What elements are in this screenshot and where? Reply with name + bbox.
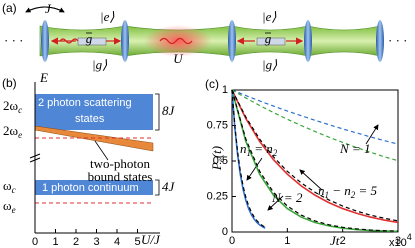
text-part: 2ω xyxy=(3,98,19,113)
band-label: states xyxy=(75,113,105,125)
x-tick-label: 3 xyxy=(395,235,401,247)
subscript: c xyxy=(12,185,16,195)
x-tick-label: 4 xyxy=(114,236,120,248)
coupling: g xyxy=(265,31,272,46)
label: n1 − n2 = 5 xyxy=(318,183,378,200)
ground-state: |g⟩ xyxy=(262,57,277,72)
subscript: e xyxy=(12,205,16,215)
series-line xyxy=(231,89,399,222)
text-part: n xyxy=(318,183,325,198)
text-part: n xyxy=(240,141,247,156)
excited-state: |e⟩ xyxy=(100,9,114,24)
axis-label: U/J xyxy=(141,232,161,247)
x-tick-label: 5 xyxy=(134,236,140,248)
x-tick-label: 0 xyxy=(229,235,235,247)
plot-frame xyxy=(231,89,399,233)
label: n1 = n2 xyxy=(240,141,278,158)
subscript: 2 xyxy=(273,148,278,158)
text-part: P xyxy=(209,162,224,171)
bound-label: two-photon xyxy=(90,156,150,171)
band-width: 4J xyxy=(162,179,176,194)
hopping-label: J xyxy=(45,1,52,16)
text-part: x10 xyxy=(389,237,407,248)
text-part: ω xyxy=(3,198,12,213)
ellipsis: · · · xyxy=(388,33,408,48)
subscript: e xyxy=(18,130,22,140)
x-tick-label: 3 xyxy=(93,236,99,248)
y-tick-label: 0.75 xyxy=(207,119,228,131)
level-label: ωe xyxy=(3,198,16,215)
label: x104 xyxy=(389,232,412,248)
subscript: c xyxy=(18,105,22,115)
x-tick-label: 2 xyxy=(73,236,79,248)
coupling: g xyxy=(86,31,93,46)
label: N = 1 xyxy=(339,141,370,156)
series-line xyxy=(231,89,399,224)
text-part: (t) xyxy=(209,146,224,158)
level-label: 2ωc xyxy=(3,98,22,115)
y-tick-label: 0 xyxy=(222,226,228,238)
x-axis-label: Jt xyxy=(330,233,340,248)
interaction-label: U xyxy=(173,51,184,66)
subscript: 1 xyxy=(247,148,252,158)
panel-label: (c) xyxy=(205,77,219,91)
bound-label: bound states xyxy=(88,169,153,184)
cavity-array xyxy=(25,6,384,62)
text-part: = n xyxy=(251,141,273,156)
ground-state: |g⟩ xyxy=(92,57,107,72)
axis-label: E xyxy=(39,70,48,85)
series-line xyxy=(231,89,399,232)
subscript: 1 xyxy=(325,190,330,200)
band-label: 2 photon scattering xyxy=(38,97,132,109)
series-line xyxy=(231,89,399,233)
text-part: ω xyxy=(3,178,12,193)
arrows xyxy=(246,124,379,211)
text-part: N = 1 xyxy=(339,141,370,156)
excited-state: |e⟩ xyxy=(262,9,276,24)
label: N = 2 xyxy=(271,190,303,205)
level-label: 2ωe xyxy=(3,123,22,140)
ellipsis: · · · xyxy=(4,33,24,48)
energy-diagram xyxy=(29,82,160,234)
panel-label: (b) xyxy=(2,76,17,90)
text-part: − n xyxy=(329,183,351,198)
text-part: N = 2 xyxy=(271,190,303,205)
label: Pe(t) xyxy=(209,146,226,171)
text-part: 2ω xyxy=(3,123,19,138)
subscript: 2 xyxy=(351,190,356,200)
series-line xyxy=(231,89,399,162)
y-tick-label: 0.25 xyxy=(207,190,228,202)
subscript: 4 xyxy=(407,232,412,242)
y-tick-label: 1 xyxy=(222,84,228,96)
x-tick-label: 0 xyxy=(32,236,38,248)
text-part: = 5 xyxy=(355,183,377,198)
x-tick-label: 1 xyxy=(284,235,290,247)
y-tick-label: 0.5 xyxy=(213,155,228,167)
band-label: 1 photon continuum xyxy=(42,182,139,194)
series-line xyxy=(231,89,399,145)
level-label: ωc xyxy=(3,178,16,195)
panel-label: (a) xyxy=(2,1,17,15)
band-width: 8J xyxy=(162,103,176,118)
subscript: e xyxy=(216,158,226,162)
x-tick-label: 1 xyxy=(52,236,58,248)
x-tick-label: 2 xyxy=(340,235,346,247)
